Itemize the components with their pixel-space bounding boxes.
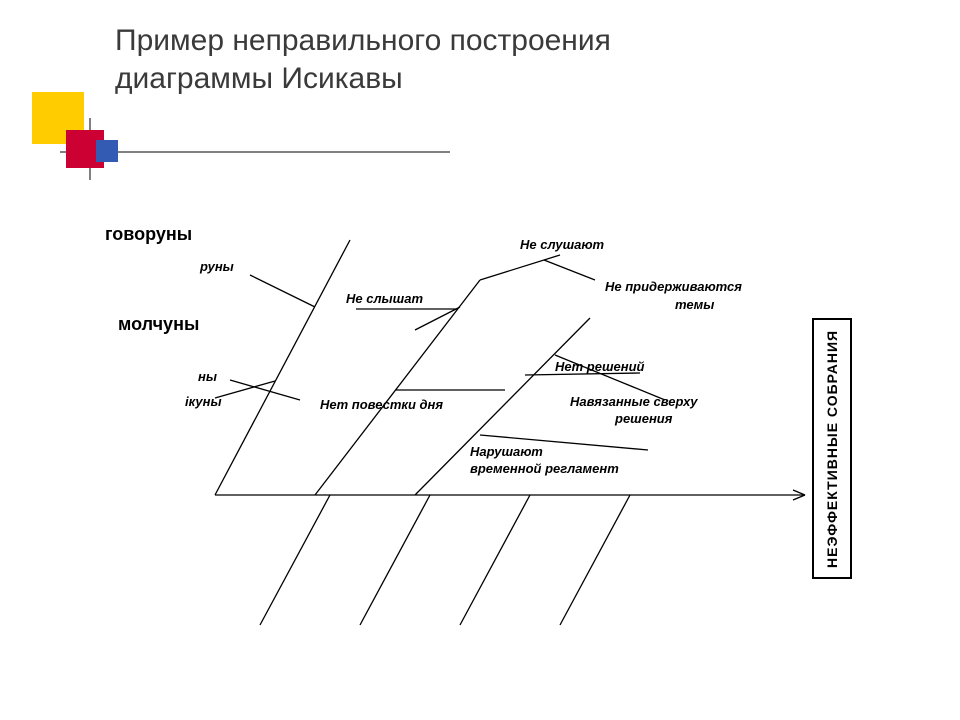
label-molchuny: молчуны — [118, 315, 199, 335]
label-temy: темы — [675, 298, 714, 312]
arrowhead-top — [793, 490, 805, 495]
sub-bone-1 — [215, 381, 275, 398]
label-ikuny: ікуны — [185, 395, 222, 409]
fishbone-lines — [215, 240, 805, 625]
sub-bone-2 — [250, 275, 315, 307]
outcome-box: НЕЭФФЕКТИВНЫЕ СОБРАНИЯ — [812, 318, 852, 579]
outcome-text: НЕЭФФЕКТИВНЫЕ СОБРАНИЯ — [824, 329, 840, 567]
label-navyaz1: Навязанные сверху — [570, 395, 698, 409]
lower-bone-1 — [360, 495, 430, 625]
label-narush1: Нарушают — [470, 445, 543, 459]
sub-bone-7 — [544, 260, 595, 280]
sub-bone-0 — [230, 380, 300, 400]
lower-bone-3 — [560, 495, 630, 625]
upper-bone-1 — [315, 280, 480, 495]
label-ny: ны — [198, 370, 217, 384]
arrowhead-bot — [793, 495, 805, 500]
lower-bone-2 — [460, 495, 530, 625]
label-narush2: временной регламент — [470, 462, 619, 476]
upper-bone-0 — [215, 240, 350, 495]
label-ne_slushayut: Не слушают — [520, 238, 604, 252]
sub-bone-6 — [480, 255, 560, 280]
label-net_povestki: Нет повестки дня — [320, 398, 443, 412]
label-govoruny: говоруны — [105, 225, 192, 245]
label-net_resheniy: Нет решений — [555, 360, 644, 374]
lower-bone-0 — [260, 495, 330, 625]
sub-bone-4 — [415, 307, 460, 330]
label-runy: руны — [200, 260, 234, 274]
label-navyaz2: решения — [615, 412, 672, 426]
label-ne_slyshat: Не слышат — [346, 292, 423, 306]
label-ne_pridержив: Не придерживаются — [605, 280, 742, 294]
